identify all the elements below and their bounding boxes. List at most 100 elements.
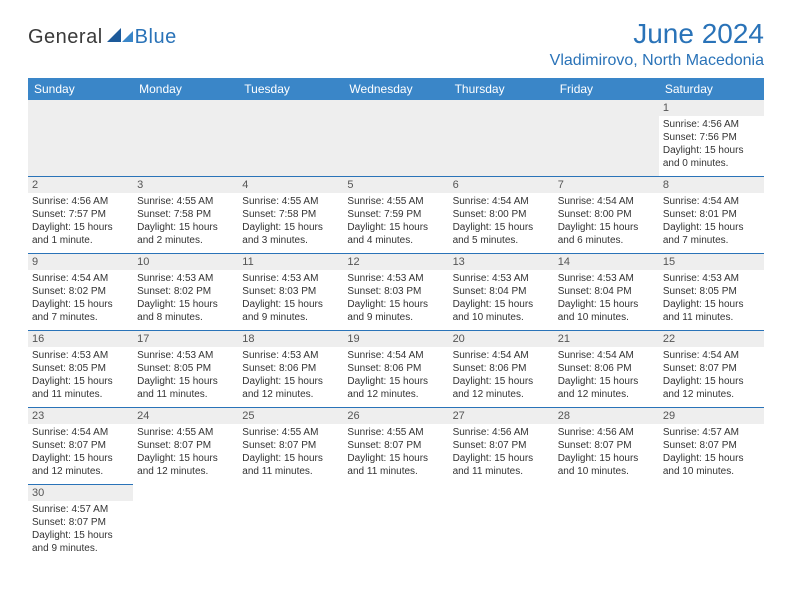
day-number: 14 [554, 254, 659, 270]
calendar-cell [133, 100, 238, 177]
location: Vladimirovo, North Macedonia [550, 52, 764, 70]
calendar-cell: 21 Sunrise: 4:54 AMSunset: 8:06 PMDayligh… [554, 331, 659, 408]
calendar-cell [343, 100, 448, 177]
day-info: Sunrise: 4:54 AMSunset: 8:06 PMDaylight:… [453, 349, 550, 401]
day-info: Sunrise: 4:53 AMSunset: 8:03 PMDaylight:… [347, 272, 444, 324]
day-number: 6 [449, 177, 554, 193]
calendar-cell: 4 Sunrise: 4:55 AMSunset: 7:58 PMDaylight… [238, 177, 343, 254]
calendar-cell [238, 100, 343, 177]
logo-text-general: General [28, 26, 103, 49]
calendar-cell: 20 Sunrise: 4:54 AMSunset: 8:06 PMDayligh… [449, 331, 554, 408]
calendar-cell: 18 Sunrise: 4:53 AMSunset: 8:06 PMDayligh… [238, 331, 343, 408]
calendar-cell [449, 485, 554, 562]
calendar-cell: 22 Sunrise: 4:54 AMSunset: 8:07 PMDayligh… [659, 331, 764, 408]
day-info: Sunrise: 4:57 AMSunset: 8:07 PMDaylight:… [663, 426, 760, 478]
calendar-cell [659, 485, 764, 562]
calendar-cell: 6 Sunrise: 4:54 AMSunset: 8:00 PMDaylight… [449, 177, 554, 254]
day-info: Sunrise: 4:54 AMSunset: 8:02 PMDaylight:… [32, 272, 129, 324]
day-number: 1 [659, 100, 764, 116]
calendar-cell: 9 Sunrise: 4:54 AMSunset: 8:02 PMDaylight… [28, 254, 133, 331]
calendar-week-row: 1 Sunrise: 4:56 AMSunset: 7:56 PMDaylight… [28, 100, 764, 177]
day-info: Sunrise: 4:54 AMSunset: 8:07 PMDaylight:… [663, 349, 760, 401]
day-info: Sunrise: 4:54 AMSunset: 8:06 PMDaylight:… [347, 349, 444, 401]
calendar-cell: 12 Sunrise: 4:53 AMSunset: 8:03 PMDayligh… [343, 254, 448, 331]
calendar-cell: 26Sunrise: 4:55 AMSunset: 8:07 PMDayligh… [343, 408, 448, 485]
day-number: 27 [449, 408, 554, 424]
day-number: 9 [28, 254, 133, 270]
day-number: 24 [133, 408, 238, 424]
day-info: Sunrise: 4:55 AMSunset: 8:07 PMDaylight:… [137, 426, 234, 478]
calendar-cell: 24 Sunrise: 4:55 AMSunset: 8:07 PMDayligh… [133, 408, 238, 485]
day-number: 21 [554, 331, 659, 347]
day-number: 29 [659, 408, 764, 424]
day-number: 17 [133, 331, 238, 347]
day-number: 15 [659, 254, 764, 270]
day-number: 4 [238, 177, 343, 193]
day-number: 10 [133, 254, 238, 270]
day-number: 28 [554, 408, 659, 424]
day-info: Sunrise: 4:53 AMSunset: 8:06 PMDaylight:… [242, 349, 339, 401]
calendar-body: 1 Sunrise: 4:56 AMSunset: 7:56 PMDaylight… [28, 100, 764, 561]
calendar-cell: 14 Sunrise: 4:53 AMSunset: 8:04 PMDayligh… [554, 254, 659, 331]
calendar-table: SundayMondayTuesdayWednesdayThursdayFrid… [28, 78, 764, 561]
day-number: 12 [343, 254, 448, 270]
calendar-cell: 10Sunrise: 4:53 AMSunset: 8:02 PMDayligh… [133, 254, 238, 331]
day-info: Sunrise: 4:53 AMSunset: 8:05 PMDaylight:… [663, 272, 760, 324]
calendar-cell: 23 Sunrise: 4:54 AMSunset: 8:07 PMDayligh… [28, 408, 133, 485]
day-info: Sunrise: 4:53 AMSunset: 8:05 PMDaylight:… [137, 349, 234, 401]
day-number: 8 [659, 177, 764, 193]
calendar-cell: 11Sunrise: 4:53 AMSunset: 8:03 PMDayligh… [238, 254, 343, 331]
logo-text-blue: Blue [135, 26, 177, 49]
weekday-header: Wednesday [343, 78, 448, 100]
header: General Blue June 2024 Vladimirovo, Nort… [28, 18, 764, 70]
day-number: 5 [343, 177, 448, 193]
day-number: 25 [238, 408, 343, 424]
day-info: Sunrise: 4:54 AMSunset: 8:07 PMDaylight:… [32, 426, 129, 478]
day-info: Sunrise: 4:55 AMSunset: 7:59 PMDaylight:… [347, 195, 444, 247]
day-number: 7 [554, 177, 659, 193]
weekday-header: Friday [554, 78, 659, 100]
calendar-cell: 28 Sunrise: 4:56 AMSunset: 8:07 PMDayligh… [554, 408, 659, 485]
day-info: Sunrise: 4:54 AMSunset: 8:01 PMDaylight:… [663, 195, 760, 247]
day-number: 18 [238, 331, 343, 347]
calendar-cell [449, 100, 554, 177]
calendar-cell: 15 Sunrise: 4:53 AMSunset: 8:05 PMDayligh… [659, 254, 764, 331]
flag-icon [107, 28, 133, 49]
day-info: Sunrise: 4:57 AMSunset: 8:07 PMDaylight:… [32, 503, 129, 555]
day-number: 22 [659, 331, 764, 347]
day-number: 19 [343, 331, 448, 347]
calendar-cell: 7Sunrise: 4:54 AMSunset: 8:00 PMDaylight… [554, 177, 659, 254]
calendar-cell: 1 Sunrise: 4:56 AMSunset: 7:56 PMDaylight… [659, 100, 764, 177]
day-number: 20 [449, 331, 554, 347]
weekday-header: Monday [133, 78, 238, 100]
day-info: Sunrise: 4:55 AMSunset: 7:58 PMDaylight:… [242, 195, 339, 247]
day-info: Sunrise: 4:56 AMSunset: 8:07 PMDaylight:… [453, 426, 550, 478]
day-number: 26 [343, 408, 448, 424]
calendar-cell: 19 Sunrise: 4:54 AMSunset: 8:06 PMDayligh… [343, 331, 448, 408]
day-number: 13 [449, 254, 554, 270]
day-info: Sunrise: 4:56 AMSunset: 7:56 PMDaylight:… [663, 118, 760, 170]
calendar-cell: 30Sunrise: 4:57 AMSunset: 8:07 PMDayligh… [28, 485, 133, 562]
day-info: Sunrise: 4:56 AMSunset: 7:57 PMDaylight:… [32, 195, 129, 247]
calendar-week-row: 9 Sunrise: 4:54 AMSunset: 8:02 PMDaylight… [28, 254, 764, 331]
day-info: Sunrise: 4:53 AMSunset: 8:04 PMDaylight:… [558, 272, 655, 324]
calendar-cell: 13Sunrise: 4:53 AMSunset: 8:04 PMDayligh… [449, 254, 554, 331]
day-info: Sunrise: 4:56 AMSunset: 8:07 PMDaylight:… [558, 426, 655, 478]
page-title: June 2024 [550, 18, 764, 50]
calendar-week-row: 30Sunrise: 4:57 AMSunset: 8:07 PMDayligh… [28, 485, 764, 562]
day-info: Sunrise: 4:53 AMSunset: 8:05 PMDaylight:… [32, 349, 129, 401]
calendar-cell: 5 Sunrise: 4:55 AMSunset: 7:59 PMDaylight… [343, 177, 448, 254]
calendar-cell [238, 485, 343, 562]
weekday-header: Tuesday [238, 78, 343, 100]
day-info: Sunrise: 4:54 AMSunset: 8:00 PMDaylight:… [453, 195, 550, 247]
title-block: June 2024 Vladimirovo, North Macedonia [550, 18, 764, 70]
calendar-cell: 16 Sunrise: 4:53 AMSunset: 8:05 PMDayligh… [28, 331, 133, 408]
calendar-cell [343, 485, 448, 562]
calendar-cell [133, 485, 238, 562]
day-info: Sunrise: 4:54 AMSunset: 8:06 PMDaylight:… [558, 349, 655, 401]
calendar-cell: 17 Sunrise: 4:53 AMSunset: 8:05 PMDayligh… [133, 331, 238, 408]
day-number: 16 [28, 331, 133, 347]
day-number: 2 [28, 177, 133, 193]
calendar-cell: 3Sunrise: 4:55 AMSunset: 7:58 PMDaylight… [133, 177, 238, 254]
day-number: 23 [28, 408, 133, 424]
